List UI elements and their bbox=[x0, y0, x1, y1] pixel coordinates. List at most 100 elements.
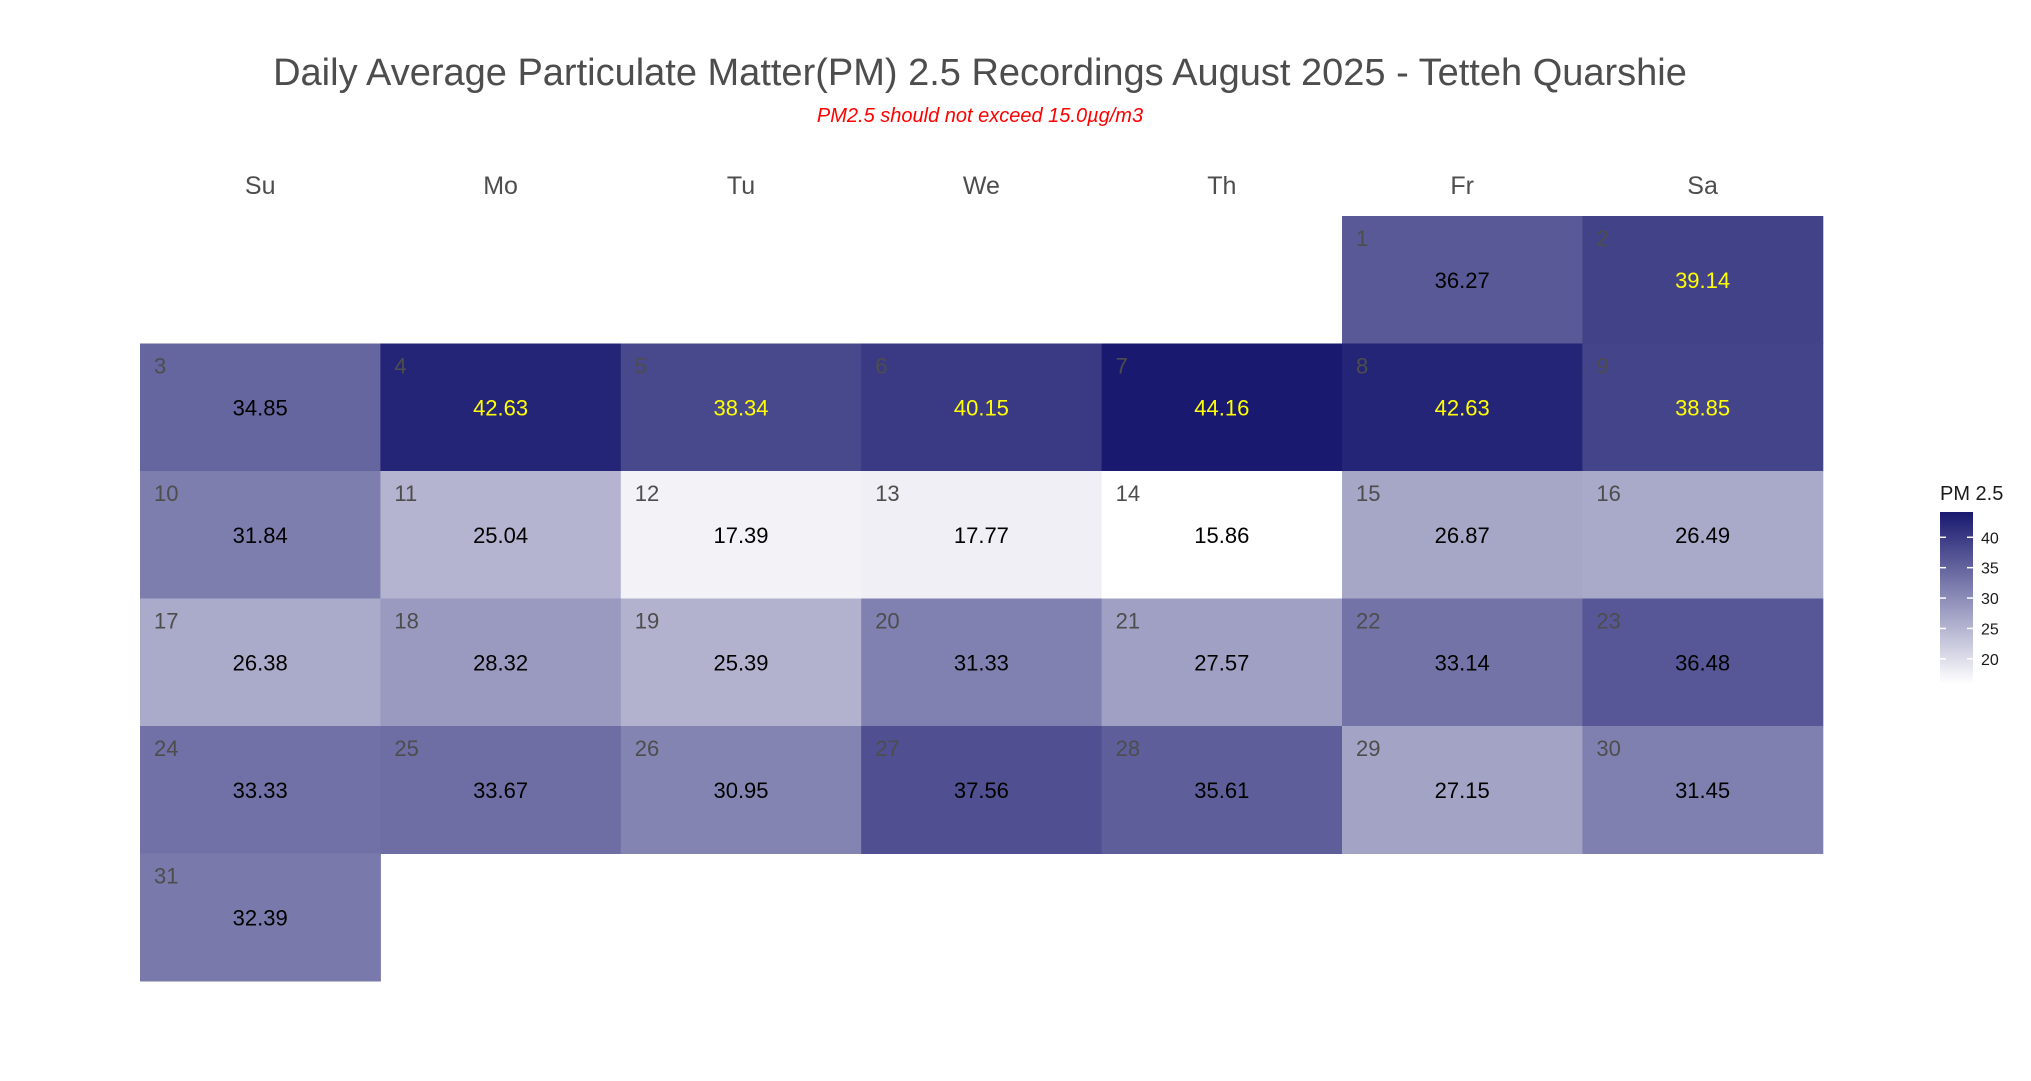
day-value-label: 26.49 bbox=[1675, 523, 1730, 548]
weekday-label-tu: Tu bbox=[727, 172, 755, 200]
day-cell-26: 26 30.95 bbox=[620, 726, 862, 854]
day-value-label: 38.85 bbox=[1675, 395, 1730, 420]
day-cell-tile bbox=[1342, 216, 1583, 344]
day-number: 26 bbox=[635, 736, 659, 761]
day-cell-15: 15 26.87 bbox=[1342, 471, 1583, 599]
day-value-label: 25.04 bbox=[473, 523, 528, 548]
day-cell-4: 442.63 bbox=[380, 343, 622, 472]
day-cell-11: 11 25.04 bbox=[380, 471, 622, 599]
day-value-label: 17.77 bbox=[954, 523, 1009, 548]
day-value-label: 26.87 bbox=[1435, 523, 1490, 548]
day-cell-21: 21 27.57 bbox=[1101, 598, 1343, 727]
day-cell-1: 136.27 bbox=[1342, 216, 1583, 344]
day-cell-tile bbox=[861, 343, 1103, 472]
day-cell-tile bbox=[380, 598, 622, 727]
day-cell-tile bbox=[140, 471, 381, 599]
day-number: 22 bbox=[1356, 609, 1380, 634]
day-value-label: 39.14 bbox=[1675, 268, 1730, 293]
day-cell-16: 16 26.49 bbox=[1582, 471, 1824, 599]
day-cell-tile bbox=[1582, 598, 1824, 727]
day-cell-tile bbox=[1582, 726, 1824, 854]
day-cell-tile bbox=[140, 598, 381, 727]
day-value-label: 33.14 bbox=[1435, 650, 1490, 675]
day-value-label: 35.61 bbox=[1194, 778, 1249, 803]
day-cell-6: 640.15 bbox=[861, 343, 1103, 472]
day-cell-tile bbox=[1342, 726, 1583, 854]
day-cell-2: 239.14 bbox=[1582, 216, 1824, 344]
day-cell-20: 20 31.33 bbox=[861, 598, 1103, 727]
day-value-label: 42.63 bbox=[1435, 395, 1490, 420]
day-cell-tile bbox=[380, 343, 622, 472]
day-cell-28: 28 35.61 bbox=[1101, 726, 1343, 854]
day-number: 25 bbox=[394, 736, 418, 761]
day-cell-tile bbox=[140, 853, 381, 982]
day-cell-tile bbox=[1342, 471, 1583, 599]
day-value-label: 26.38 bbox=[233, 650, 288, 675]
day-number: 30 bbox=[1596, 736, 1620, 761]
day-number: 31 bbox=[154, 864, 178, 889]
day-cell-25: 25 33.67 bbox=[380, 726, 622, 854]
day-cell-tile bbox=[380, 726, 622, 854]
day-number: 10 bbox=[154, 481, 178, 506]
day-value-label: 40.15 bbox=[954, 395, 1009, 420]
day-cell-tile bbox=[1101, 343, 1343, 472]
day-cell-tile bbox=[140, 343, 381, 472]
day-cell-tile bbox=[861, 598, 1103, 727]
day-cell-27: 27 37.56 bbox=[861, 726, 1103, 854]
day-number: 13 bbox=[875, 481, 899, 506]
day-cell-tile bbox=[620, 471, 862, 599]
weekday-label-mo: Mo bbox=[483, 172, 518, 200]
day-cell-17: 17 26.38 bbox=[140, 598, 381, 727]
legend-tick-label: 35 bbox=[1981, 561, 1999, 578]
chart-title: Daily Average Particulate Matter(PM) 2.5… bbox=[273, 52, 1687, 94]
day-number: 23 bbox=[1596, 609, 1620, 634]
day-cell-12: 12 17.39 bbox=[620, 471, 862, 599]
legend-title: PM 2.5 bbox=[1940, 483, 2003, 505]
day-cell-tile bbox=[861, 471, 1103, 599]
day-value-label: 15.86 bbox=[1194, 523, 1249, 548]
day-cell-19: 19 25.39 bbox=[620, 598, 862, 727]
day-number: 27 bbox=[875, 736, 899, 761]
day-number: 17 bbox=[154, 609, 178, 634]
day-cell-24: 24 33.33 bbox=[140, 726, 381, 854]
day-cell-tile bbox=[1342, 598, 1583, 727]
chart-subtitle: PM2.5 should not exceed 15.0µg/m3 bbox=[817, 105, 1143, 127]
day-number: 6 bbox=[875, 354, 887, 379]
day-cell-9: 938.85 bbox=[1582, 343, 1824, 472]
day-value-label: 36.27 bbox=[1435, 268, 1490, 293]
day-cell-tile bbox=[140, 726, 381, 854]
day-number: 16 bbox=[1596, 481, 1620, 506]
day-value-label: 31.84 bbox=[233, 523, 288, 548]
day-cell-31: 31 32.39 bbox=[140, 853, 381, 982]
day-cell-tile bbox=[861, 726, 1103, 854]
weekday-label-th: Th bbox=[1207, 172, 1236, 200]
day-cell-22: 22 33.14 bbox=[1342, 598, 1583, 727]
day-value-label: 31.33 bbox=[954, 650, 1009, 675]
day-value-label: 37.56 bbox=[954, 778, 1009, 803]
day-value-label: 33.33 bbox=[233, 778, 288, 803]
day-cell-tile bbox=[620, 598, 862, 727]
legend-tick-label: 20 bbox=[1981, 652, 1999, 669]
day-cell-14: 14 15.86 bbox=[1101, 471, 1343, 599]
day-cell-tile bbox=[1101, 726, 1343, 854]
weekday-header-row: Su Mo Tu We Th Fr Sa bbox=[245, 172, 1718, 200]
day-cell-tile bbox=[1342, 343, 1583, 472]
day-value-label: 38.34 bbox=[713, 395, 768, 420]
day-value-label: 28.32 bbox=[473, 650, 528, 675]
day-cell-tile bbox=[620, 726, 862, 854]
day-value-label: 44.16 bbox=[1194, 395, 1249, 420]
day-cell-5: 538.34 bbox=[620, 343, 862, 472]
day-cell-tile bbox=[1582, 216, 1824, 344]
day-cell-23: 23 36.48 bbox=[1582, 598, 1824, 727]
weekday-label-we: We bbox=[963, 172, 1000, 200]
day-number: 21 bbox=[1116, 609, 1140, 634]
weekday-label-fr: Fr bbox=[1450, 172, 1474, 200]
day-number: 11 bbox=[394, 481, 417, 506]
legend-tick-label: 30 bbox=[1981, 591, 1999, 608]
legend-ticks: 20 25 30 35 40 bbox=[1940, 530, 1999, 669]
day-number: 24 bbox=[154, 736, 178, 761]
day-cell-8: 842.63 bbox=[1342, 343, 1583, 472]
day-value-label: 33.67 bbox=[473, 778, 528, 803]
day-cell-tile bbox=[620, 343, 862, 472]
